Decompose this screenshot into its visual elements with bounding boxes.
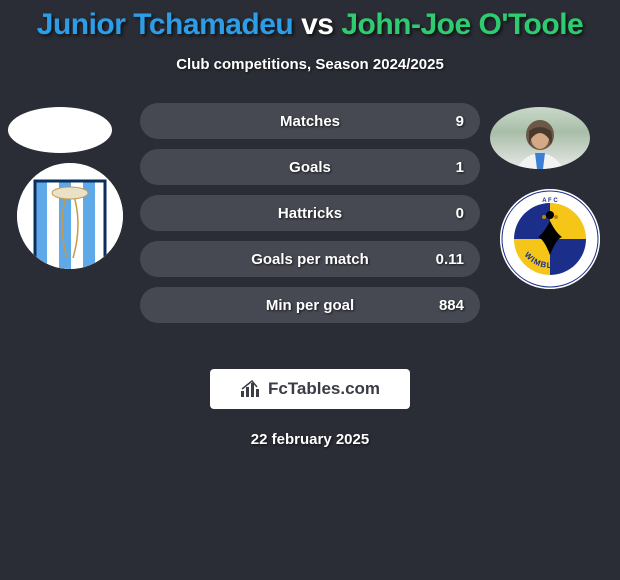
stat-value: 0 bbox=[456, 205, 464, 222]
comparison-card: Junior Tchamadeu vs John-Joe O'Toole Clu… bbox=[0, 0, 620, 448]
branding-badge: FcTables.com bbox=[210, 369, 410, 409]
player2-avatar bbox=[490, 107, 590, 169]
player1-avatar bbox=[8, 107, 112, 153]
date-text: 22 february 2025 bbox=[0, 431, 620, 448]
stat-value: 9 bbox=[456, 113, 464, 130]
stat-bars: Matches 9 Goals 1 Hattricks 0 Goals per match 0… bbox=[140, 103, 480, 333]
player1-name: Junior Tchamadeu bbox=[37, 8, 294, 41]
player2-club-crest: A F C WIMBLEDON bbox=[500, 189, 600, 289]
stat-label: Matches bbox=[280, 113, 340, 130]
stat-label: Goals per match bbox=[251, 251, 369, 268]
stat-value: 1 bbox=[456, 159, 464, 176]
stat-bar: Matches 9 bbox=[140, 103, 480, 139]
player2-name: John-Joe O'Toole bbox=[341, 8, 583, 41]
stat-bar: Goals per match 0.11 bbox=[140, 241, 480, 277]
stats-area: A F C WIMBLEDON Matches 9 Goals 1 Hattricks 0… bbox=[0, 103, 620, 363]
vs-text: vs bbox=[293, 8, 341, 41]
stat-label: Min per goal bbox=[266, 297, 354, 314]
stat-value: 0.11 bbox=[436, 251, 464, 268]
stat-bar: Goals 1 bbox=[140, 149, 480, 185]
stat-label: Hattricks bbox=[278, 205, 342, 222]
player1-club-crest bbox=[17, 163, 123, 269]
subtitle: Club competitions, Season 2024/2025 bbox=[0, 56, 620, 73]
stat-label: Goals bbox=[289, 159, 331, 176]
title: Junior Tchamadeu vs John-Joe O'Toole bbox=[0, 8, 620, 42]
stat-value: 884 bbox=[439, 297, 464, 314]
chart-icon bbox=[240, 380, 262, 398]
branding-text: FcTables.com bbox=[268, 379, 380, 399]
svg-text:A F C: A F C bbox=[542, 198, 558, 204]
stat-bar: Min per goal 884 bbox=[140, 287, 480, 323]
stat-bar: Hattricks 0 bbox=[140, 195, 480, 231]
